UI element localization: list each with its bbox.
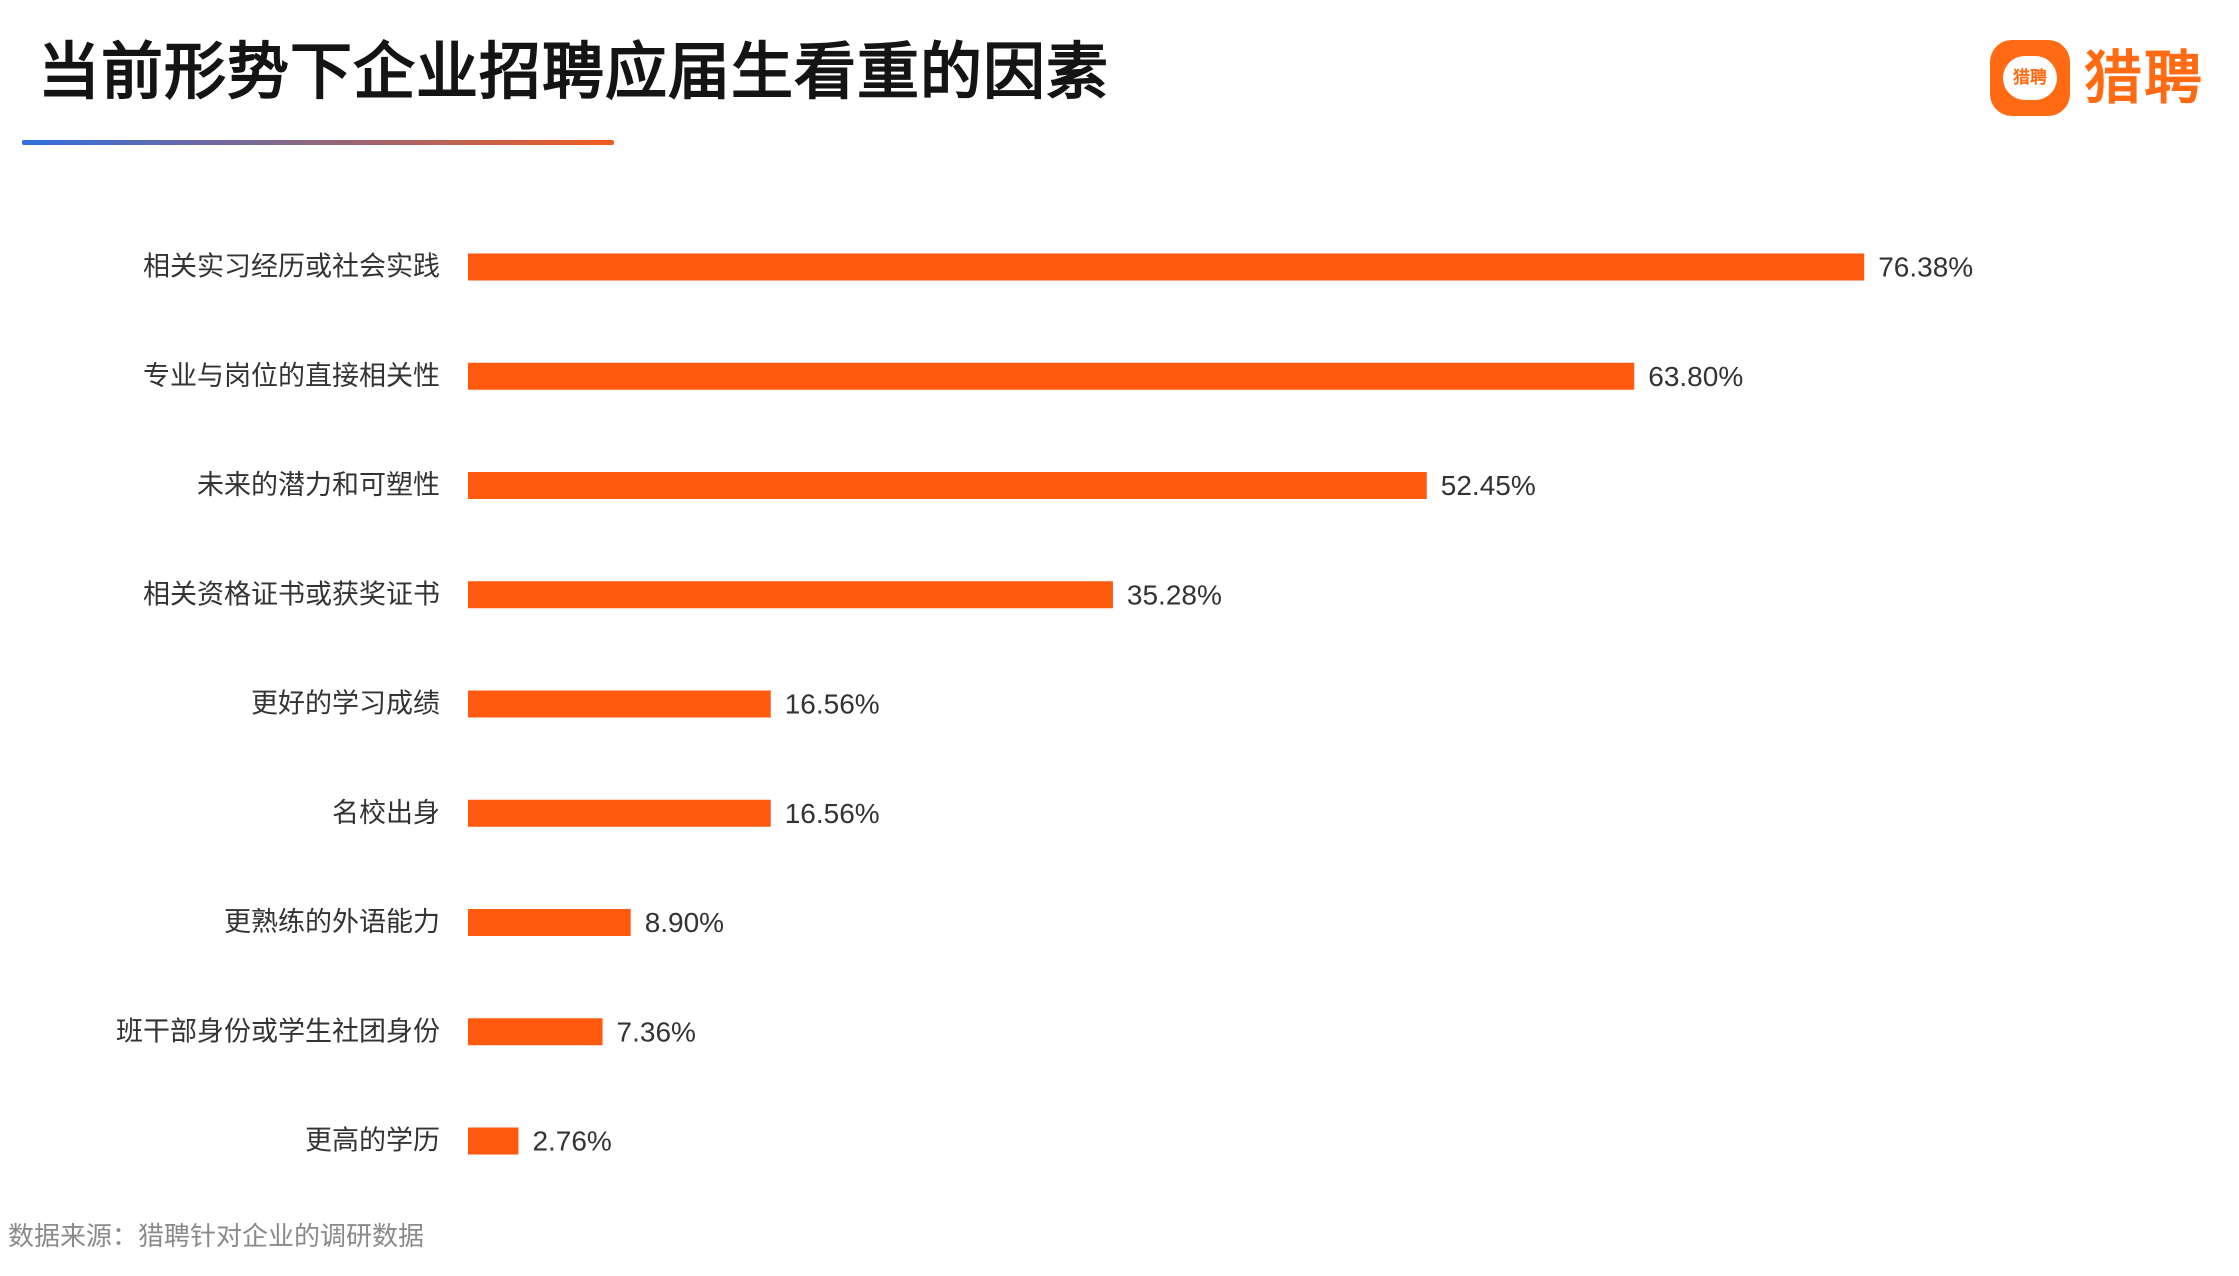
bar [468, 472, 1427, 499]
page-title: 当前形势下企业招聘应届生看重的因素 [38, 35, 1110, 108]
bar [468, 690, 771, 718]
value-label: 2.76% [532, 1126, 611, 1157]
bar [468, 1127, 519, 1155]
chat-bubble-icon: 猎聘 [1990, 40, 2070, 116]
brand-logo: 猎聘 猎聘 [1990, 36, 2204, 120]
bar [468, 362, 1635, 390]
category-label: 班干部身份或学生社团身份 [116, 1016, 440, 1047]
value-label: 76.38% [1878, 252, 1973, 283]
category-label: 名校出身 [332, 798, 440, 829]
category-label: 更高的学历 [305, 1126, 440, 1157]
title-underline [22, 140, 614, 145]
value-label: 16.56% [785, 798, 880, 829]
category-label: 专业与岗位的直接相关性 [143, 361, 440, 392]
category-label: 更熟练的外语能力 [224, 907, 440, 938]
value-label: 16.56% [785, 689, 880, 720]
bar [468, 1018, 603, 1046]
bar [468, 909, 631, 936]
value-label: 7.36% [617, 1016, 696, 1047]
bar [468, 799, 771, 827]
category-label: 更好的学习成绩 [251, 689, 440, 720]
logo-text: 猎聘 [2084, 44, 2205, 112]
bar [468, 253, 1865, 281]
category-label: 相关实习经历或社会实践 [143, 252, 440, 283]
category-label: 相关资格证书或获奖证书 [143, 579, 440, 610]
category-label: 未来的潜力和可塑性 [197, 470, 440, 501]
logo-bubble-text: 猎聘 [2003, 56, 2057, 100]
value-label: 63.80% [1648, 361, 1743, 392]
bar [468, 581, 1113, 609]
value-label: 8.90% [645, 907, 724, 938]
value-label: 52.45% [1441, 470, 1536, 501]
source-note: 数据来源：猎聘针对企业的调研数据 [8, 1222, 425, 1252]
value-label: 35.28% [1127, 579, 1222, 610]
